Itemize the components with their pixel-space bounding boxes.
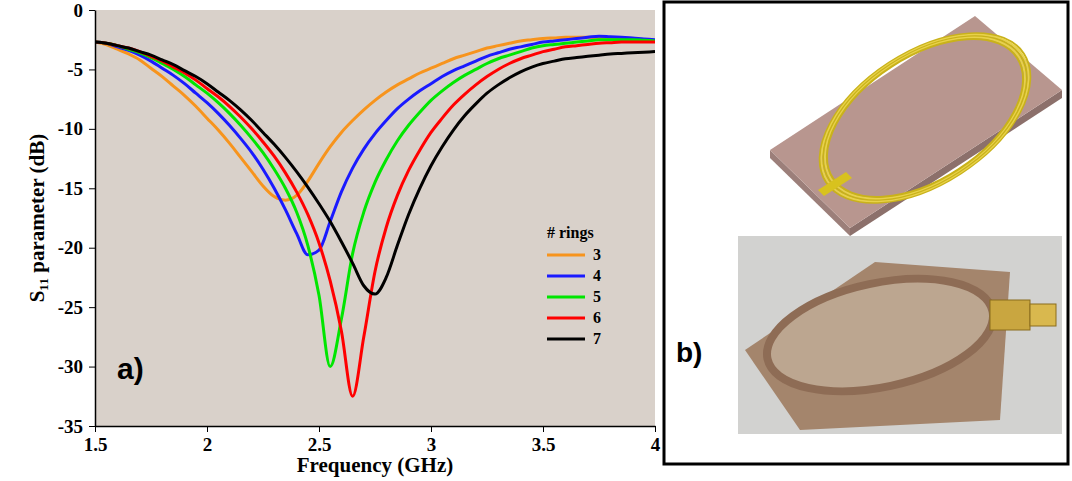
legend-swatch: [547, 254, 585, 257]
x-tick-mark: [543, 426, 544, 432]
y-tick-mark: [89, 248, 95, 249]
y-tick-label: -35: [58, 416, 83, 437]
legend-swatch: [547, 317, 585, 320]
y-tick-label: -30: [58, 356, 83, 377]
legend-label: 6: [593, 309, 601, 326]
panel-label: b): [676, 337, 702, 368]
y-tick-mark: [89, 307, 95, 308]
photo-ring: [757, 260, 1004, 410]
y-tick-label: -15: [58, 178, 83, 199]
x-tick: 2: [203, 426, 213, 455]
panel-b: b): [664, 0, 1068, 464]
y-tick-label: -10: [58, 118, 83, 139]
panel-label: a): [117, 352, 144, 385]
x-tick: 3: [427, 426, 437, 455]
x-tick: 2.5: [308, 426, 332, 455]
legend: # rings 3 4 5 6 7: [547, 224, 601, 347]
legend-swatch: [547, 338, 585, 341]
y-tick-label: 0: [74, 0, 84, 21]
y-tick: -10: [58, 118, 95, 139]
legend-swatch: [547, 296, 585, 299]
photo-connector: [990, 300, 1030, 330]
legend-label: 5: [593, 288, 601, 305]
y-tick-label: -25: [58, 297, 83, 318]
y-tick: -30: [58, 356, 95, 377]
ring: [799, 7, 1050, 229]
photo-connector: [1030, 304, 1056, 326]
series-line: [95, 37, 655, 200]
y-tick-label: -20: [58, 237, 83, 258]
x-tick-mark: [655, 426, 656, 432]
lines: [95, 36, 655, 396]
legend-title: # rings: [547, 224, 594, 242]
y-tick: -35: [58, 416, 95, 437]
y-tick-label: -5: [67, 59, 83, 80]
y-tick-mark: [89, 69, 95, 70]
legend-label: 7: [593, 330, 601, 347]
antenna-rings: [790, 0, 1060, 238]
y-tick-mark: [89, 10, 95, 11]
x-tick-mark: [95, 426, 96, 432]
x-axis-line: [96, 426, 656, 428]
y-axis: -35 -30 -25 -20 -15 -10 -5 0: [58, 0, 96, 437]
x-axis: 1.5 2 2.5 3 3.5 4: [84, 426, 661, 455]
x-tick-label: 2: [203, 434, 213, 455]
y-tick: -15: [58, 178, 95, 199]
x-tick-label: 3.5: [532, 434, 556, 455]
legend-swatch: [547, 275, 585, 278]
y-tick-mark: [89, 426, 95, 427]
y-tick-mark: [89, 188, 95, 189]
y-tick-mark: [89, 129, 95, 130]
feed-line: [818, 172, 852, 196]
photo-background: [738, 236, 1062, 434]
y-tick-mark: [89, 367, 95, 368]
x-tick: 4: [651, 426, 661, 455]
figure: 1.5 2 2.5 3 3.5 4 -35 -30 -25 -20 -15 -10 -5 0 Frequen…: [0, 0, 1072, 481]
plot-background: [95, 10, 655, 426]
y-axis-line: [95, 11, 97, 427]
y-tick: -5: [67, 59, 95, 80]
ring: [795, 3, 1055, 234]
legend-label: 3: [593, 246, 601, 263]
x-tick: 3.5: [532, 426, 556, 455]
ring: [797, 5, 1053, 232]
series-line: [95, 42, 655, 294]
legend-label: 4: [593, 267, 601, 284]
x-tick-mark: [431, 426, 432, 432]
x-tick-mark: [207, 426, 208, 432]
y-tick: -20: [58, 237, 95, 258]
x-tick-label: 1.5: [84, 434, 108, 455]
series-line: [95, 40, 655, 367]
y-axis-title: S₁₁ parameter (dB): [25, 134, 49, 303]
panel-frame: [664, 2, 1068, 464]
ring: [790, 0, 1060, 238]
x-tick-label: 4: [651, 434, 661, 455]
ring: [792, 0, 1057, 235]
y-tick: 0: [74, 0, 96, 21]
x-axis-title: Frequency (GHz): [297, 453, 454, 477]
x-tick-mark: [319, 426, 320, 432]
series-line: [95, 42, 655, 396]
y-tick: -25: [58, 297, 95, 318]
x-tick: 1.5: [84, 426, 108, 455]
